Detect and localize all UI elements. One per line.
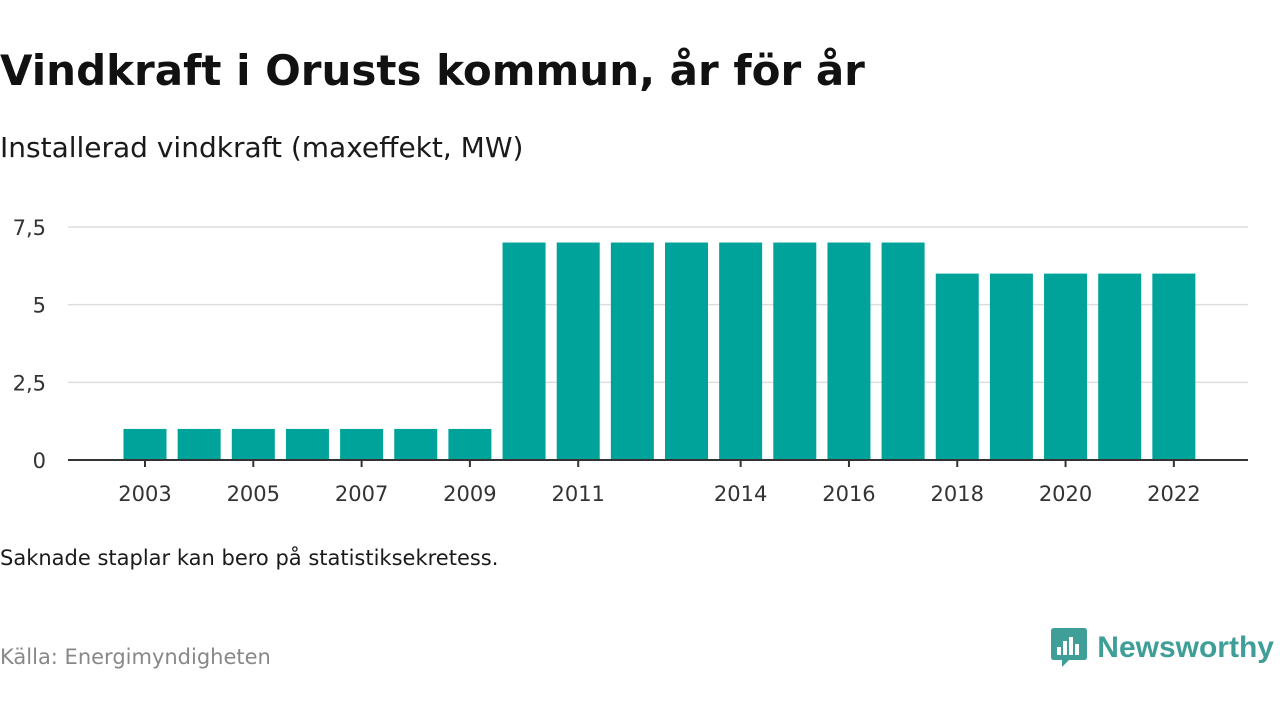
bar-2005 <box>231 428 275 460</box>
x-tick-label: 2011 <box>551 482 604 506</box>
bar-2014 <box>719 242 763 460</box>
chart-title: Vindkraft i Orusts kommun, år för år <box>0 46 865 95</box>
y-tick-label: 5 <box>33 294 46 318</box>
x-tick-label: 2014 <box>714 482 767 506</box>
source-credit: Källa: Energimyndigheten <box>0 645 271 669</box>
bar-2021 <box>1098 273 1142 460</box>
x-tick-label: 2018 <box>931 482 984 506</box>
bar-2020 <box>1044 273 1088 460</box>
bar-2019 <box>989 273 1033 460</box>
bar-2006 <box>285 428 329 460</box>
chart-subtitle: Installerad vindkraft (maxeffekt, MW) <box>0 131 524 164</box>
bar-2010 <box>502 242 546 460</box>
bar-2008 <box>394 428 438 460</box>
brand-name: Newsworthy <box>1097 631 1274 664</box>
bar-2004 <box>177 428 221 460</box>
bar-chart-speech-bubble-icon <box>1051 628 1088 667</box>
tick-labels: 0 2,5 5 7,5 2003 2005 2007 2009 2011 2014 2016 2018… <box>13 216 1201 506</box>
bar-2009 <box>448 428 492 460</box>
x-tick-label: 2007 <box>335 482 388 506</box>
bar-2012 <box>610 242 654 460</box>
footnote: Saknade staplar kan bero på statistiksek… <box>0 546 499 570</box>
bars <box>123 242 1196 460</box>
x-tick-label: 2009 <box>443 482 496 506</box>
x-tick-label: 2022 <box>1147 482 1200 506</box>
y-tick-label: 7,5 <box>13 216 46 240</box>
bar-2022 <box>1152 273 1196 460</box>
y-tick-label: 0 <box>33 449 46 473</box>
x-tick-label: 2020 <box>1039 482 1092 506</box>
bar-2017 <box>881 242 925 460</box>
bar-chart: 0 2,5 5 7,5 2003 2005 2007 2009 2011 2014 2016 2018… <box>13 216 1248 506</box>
bar-2011 <box>556 242 600 460</box>
x-tick-label: 2005 <box>227 482 280 506</box>
bar-2018 <box>935 273 979 460</box>
axes <box>68 459 1248 467</box>
bar-2015 <box>773 242 817 460</box>
x-tick-label: 2003 <box>118 482 171 506</box>
bar-2016 <box>827 242 871 460</box>
bar-2013 <box>665 242 708 460</box>
x-tick-label: 2016 <box>822 482 875 506</box>
bar-2003 <box>123 428 167 460</box>
y-tick-label: 2,5 <box>13 371 46 395</box>
brand-logo: Newsworthy <box>1051 628 1274 668</box>
bar-2007 <box>340 428 384 460</box>
